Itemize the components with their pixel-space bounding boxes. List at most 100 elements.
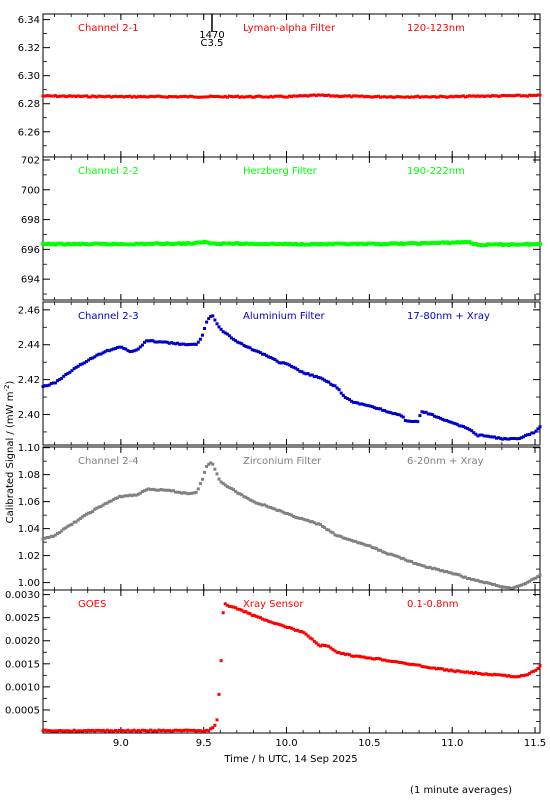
data-point (196, 487, 200, 491)
data-point (418, 242, 422, 246)
data-point (163, 340, 167, 344)
data-point (312, 375, 316, 379)
data-point (327, 644, 331, 648)
data-point (370, 405, 374, 409)
data-point (418, 95, 422, 99)
data-point (152, 241, 157, 246)
data-point (478, 94, 482, 98)
data-point (449, 571, 453, 575)
x-axis-label: Time / h UTC, 14 Sep 2025 (223, 754, 357, 765)
data-point (521, 242, 526, 247)
data-point (426, 666, 430, 669)
data-point (211, 314, 215, 318)
data-point (530, 670, 534, 674)
data-point (97, 352, 101, 356)
data-point (364, 656, 368, 660)
data-point (62, 94, 66, 98)
data-point (331, 648, 335, 652)
data-point (43, 536, 47, 540)
data-point (457, 95, 461, 99)
data-point (234, 606, 238, 610)
data-point (490, 242, 495, 247)
data-point (91, 728, 95, 732)
data-point (399, 241, 404, 246)
data-point (68, 370, 72, 374)
data-point (488, 582, 492, 585)
data-point (331, 383, 335, 387)
data-point (509, 242, 513, 247)
data-point (468, 94, 472, 98)
data-point (103, 95, 107, 99)
data-point (198, 240, 203, 245)
data-point (169, 95, 173, 99)
data-point (360, 402, 364, 406)
data-point (368, 404, 372, 408)
data-point (459, 240, 464, 244)
data-point (192, 342, 196, 346)
y-tick-label: 0.0020 (5, 636, 40, 647)
data-point (194, 729, 198, 733)
data-point (445, 95, 449, 99)
data-point (186, 95, 190, 99)
data-point (302, 371, 306, 375)
data-point (167, 488, 171, 492)
data-point (85, 729, 88, 733)
data-point (449, 94, 453, 98)
data-point (432, 566, 436, 570)
data-point (134, 241, 139, 246)
data-point (349, 241, 354, 246)
data-point (381, 408, 385, 412)
data-point (128, 729, 132, 733)
data-point (285, 362, 289, 366)
data-point (463, 426, 467, 430)
data-point (333, 384, 337, 388)
data-point (196, 729, 200, 733)
data-point (430, 666, 434, 670)
data-point (474, 432, 478, 436)
data-point (165, 729, 169, 733)
data-point (391, 95, 395, 99)
data-point (126, 728, 130, 732)
data-point (538, 573, 542, 577)
data-point (347, 242, 352, 247)
data-point (128, 493, 132, 497)
data-point (441, 667, 445, 671)
data-point (261, 352, 264, 356)
data-point (420, 241, 424, 245)
data-point (275, 94, 279, 98)
data-point (105, 348, 109, 352)
data-point (356, 94, 360, 98)
data-point (66, 524, 70, 528)
data-point (345, 94, 349, 98)
data-point (254, 94, 258, 98)
data-point (196, 240, 201, 245)
data-point (389, 95, 393, 99)
data-point (357, 241, 362, 246)
data-point (82, 94, 86, 98)
data-point (221, 611, 225, 615)
data-point (333, 94, 337, 98)
data-point (178, 490, 182, 494)
data-point (482, 95, 486, 98)
data-point (143, 95, 146, 99)
data-point (167, 341, 171, 345)
data-point (145, 488, 148, 492)
data-point (339, 241, 344, 246)
data-point (74, 242, 78, 246)
data-point (502, 242, 507, 247)
data-point (426, 412, 430, 416)
data-point (279, 509, 283, 513)
data-point (211, 95, 215, 98)
data-point (378, 242, 383, 247)
data-point (138, 729, 142, 733)
data-point (252, 500, 256, 504)
data-point (428, 95, 432, 99)
data-point (445, 419, 449, 422)
y-tick-label: 1.02 (18, 551, 40, 562)
data-point (219, 95, 223, 99)
data-point (143, 489, 146, 493)
data-point (397, 242, 402, 246)
data-point (201, 333, 204, 337)
data-point (138, 345, 142, 349)
data-point (213, 723, 217, 727)
